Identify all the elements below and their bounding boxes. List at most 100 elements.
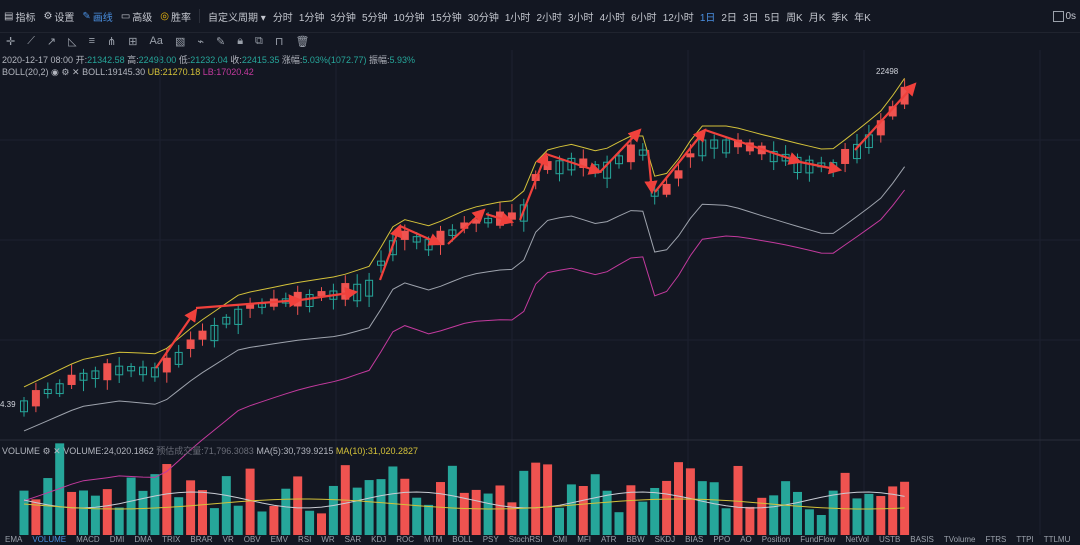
indicator-tab-stochrsi[interactable]: StochRSI — [508, 535, 543, 544]
toolbar-item-2[interactable]: ✎ 画线 — [78, 9, 116, 24]
drawn-arrow[interactable] — [644, 149, 658, 195]
indicator-tab-bias[interactable]: BIAS — [685, 535, 704, 544]
gear-icon[interactable]: ⚙ — [42, 446, 51, 456]
indicator-tab-volume[interactable]: VOLUME — [32, 535, 67, 544]
indicator-tab-psy[interactable]: PSY — [482, 535, 499, 544]
indicator-tab-roc[interactable]: ROC — [396, 535, 415, 544]
drawn-arrow[interactable] — [485, 212, 515, 226]
indicator-tab-ttpi[interactable]: TTPI — [1016, 535, 1034, 544]
angle-icon[interactable]: ◺ — [68, 35, 77, 48]
indicator-tab-dmi[interactable]: DMI — [109, 535, 125, 544]
trash-icon[interactable]: 🗑︎ — [295, 35, 310, 48]
period-19[interactable]: 季K — [831, 12, 849, 24]
indicator-tab-ftrs[interactable]: FTRS — [985, 535, 1007, 544]
lock-icon[interactable]: 🔒︎ — [237, 34, 244, 47]
indicator-tab-obv[interactable]: OBV — [243, 535, 261, 544]
indicator-tab-boll[interactable]: BOLL — [452, 535, 473, 544]
drawn-arrow[interactable] — [704, 128, 803, 165]
drawn-arrow[interactable] — [599, 128, 642, 173]
period-10[interactable]: 4小时 — [599, 12, 626, 24]
eye-icon[interactable]: ◉ — [51, 67, 59, 77]
measure-icon[interactable]: ⊞ — [128, 35, 138, 48]
indicator-tab-atr[interactable]: ATR — [600, 535, 617, 544]
period-16[interactable]: 5日 — [764, 12, 781, 24]
drawn-arrow[interactable] — [299, 287, 359, 302]
period-3[interactable]: 5分钟 — [361, 12, 388, 24]
trendline-icon[interactable]: ⟋ — [27, 34, 35, 47]
fib-icon[interactable]: ▧ — [174, 35, 186, 48]
indicator-tab-cmi[interactable]: CMI — [552, 535, 568, 544]
drawn-arrow[interactable] — [799, 160, 843, 175]
copy-icon[interactable]: ⧉ — [255, 34, 263, 47]
settings-square-icon[interactable] — [1053, 11, 1064, 22]
toolbar-item-3[interactable]: ▭ 高级 — [117, 9, 156, 24]
gear-icon[interactable]: ⚙ — [61, 67, 70, 77]
indicator-tab-skdj[interactable]: SKDJ — [654, 535, 676, 544]
indicator-tab-ao[interactable]: AO — [740, 535, 752, 544]
drawn-arrow[interactable] — [545, 152, 603, 175]
indicator-tab-ema[interactable]: EMA — [5, 535, 23, 544]
close-icon[interactable]: ✕ — [72, 67, 80, 77]
period-11[interactable]: 6小时 — [631, 12, 657, 24]
indicator-tab-macd[interactable]: MACD — [76, 535, 100, 544]
drawn-arrow[interactable] — [155, 308, 198, 369]
pitchfork-icon[interactable]: ⋔ — [107, 35, 117, 48]
magnet-icon[interactable]: ⊓ — [274, 35, 284, 48]
indicator-tab-brar[interactable]: BRAR — [190, 535, 213, 544]
period-9[interactable]: 3小时 — [568, 12, 594, 24]
indicator-tab-netvol[interactable]: NetVol — [845, 535, 869, 544]
toolbar-item-4[interactable]: ◎ 胜率 — [156, 9, 195, 24]
indicator-tab-position[interactable]: Position — [761, 535, 791, 544]
indicator-tab-wr[interactable]: WR — [321, 535, 335, 544]
drawn-arrow[interactable] — [399, 224, 443, 246]
indicator-tab-trix[interactable]: TRIX — [162, 535, 181, 544]
drawn-arrow[interactable] — [195, 294, 303, 310]
crosshair-icon[interactable]: ✛ — [6, 35, 16, 48]
period-7[interactable]: 1小时 — [504, 12, 531, 24]
period-5[interactable]: 15分钟 — [430, 12, 462, 24]
period-6[interactable]: 30分钟 — [467, 12, 499, 24]
period-13[interactable]: 1日 — [699, 12, 716, 24]
text-tool-icon[interactable]: Aa — [149, 35, 163, 47]
indicator-tab-ustb[interactable]: USTB — [878, 535, 901, 544]
indicator-tab-tvolume[interactable]: TVolume — [943, 535, 976, 544]
indicator-tab-basis[interactable]: BASIS — [910, 535, 934, 544]
indicator-tab-sar[interactable]: SAR — [344, 535, 362, 544]
indicator-tab-ppo[interactable]: PPO — [713, 535, 731, 544]
indicator-tab-fundflow[interactable]: FundFlow — [800, 535, 836, 544]
toolbar-item-1[interactable]: ⚙ 设置 — [39, 9, 78, 24]
indicator-tab-kdj[interactable]: KDJ — [371, 535, 387, 544]
period-12[interactable]: 12小时 — [662, 12, 694, 24]
indicator-tab-bbw[interactable]: BBW — [626, 535, 645, 544]
indicator-tab-ttlmu[interactable]: TTLMU — [1043, 535, 1071, 544]
custom-period-dropdown[interactable]: 自定义周期 ▾ — [208, 12, 266, 24]
period-8[interactable]: 2小时 — [536, 12, 562, 24]
ruler-icon[interactable]: ⌁ — [197, 35, 204, 48]
drawn-arrow[interactable] — [654, 128, 707, 193]
indicator-tab-mtm[interactable]: MTM — [424, 535, 443, 544]
horizontal-lines-icon[interactable]: ≡ — [88, 35, 96, 47]
indicator-tab-dma[interactable]: DMA — [134, 535, 153, 544]
indicator-tab-vr[interactable]: VR — [222, 535, 234, 544]
period-17[interactable]: 周K — [786, 12, 803, 24]
indicator-tab-mfi[interactable]: MFI — [577, 535, 591, 544]
period-4[interactable]: 10分钟 — [393, 12, 425, 24]
brush-icon[interactable]: ✎ — [215, 35, 226, 48]
period-18[interactable]: 月K — [808, 12, 826, 24]
drawn-arrow[interactable] — [378, 223, 403, 281]
indicator-tab-rsi[interactable]: RSI — [298, 535, 312, 544]
indicator-tab-alpha[interactable]: ALPHA — [1075, 535, 1080, 545]
drawn-arrow[interactable] — [854, 82, 917, 151]
period-14[interactable]: 2日 — [721, 12, 737, 24]
drawn-arrow[interactable] — [447, 208, 486, 245]
indicator-tab-emv[interactable]: EMV — [270, 535, 288, 544]
drawn-arrow[interactable] — [518, 151, 549, 221]
period-20[interactable]: 年K — [854, 12, 871, 24]
period-0[interactable]: 分时 — [272, 12, 293, 24]
toolbar-item-0[interactable]: ▤ 指标 — [0, 9, 39, 24]
close-icon[interactable]: ✕ — [53, 446, 61, 456]
period-15[interactable]: 3日 — [742, 12, 759, 24]
ray-icon[interactable]: ↗ — [46, 35, 57, 48]
period-1[interactable]: 1分钟 — [298, 12, 325, 24]
period-2[interactable]: 3分钟 — [330, 12, 356, 24]
